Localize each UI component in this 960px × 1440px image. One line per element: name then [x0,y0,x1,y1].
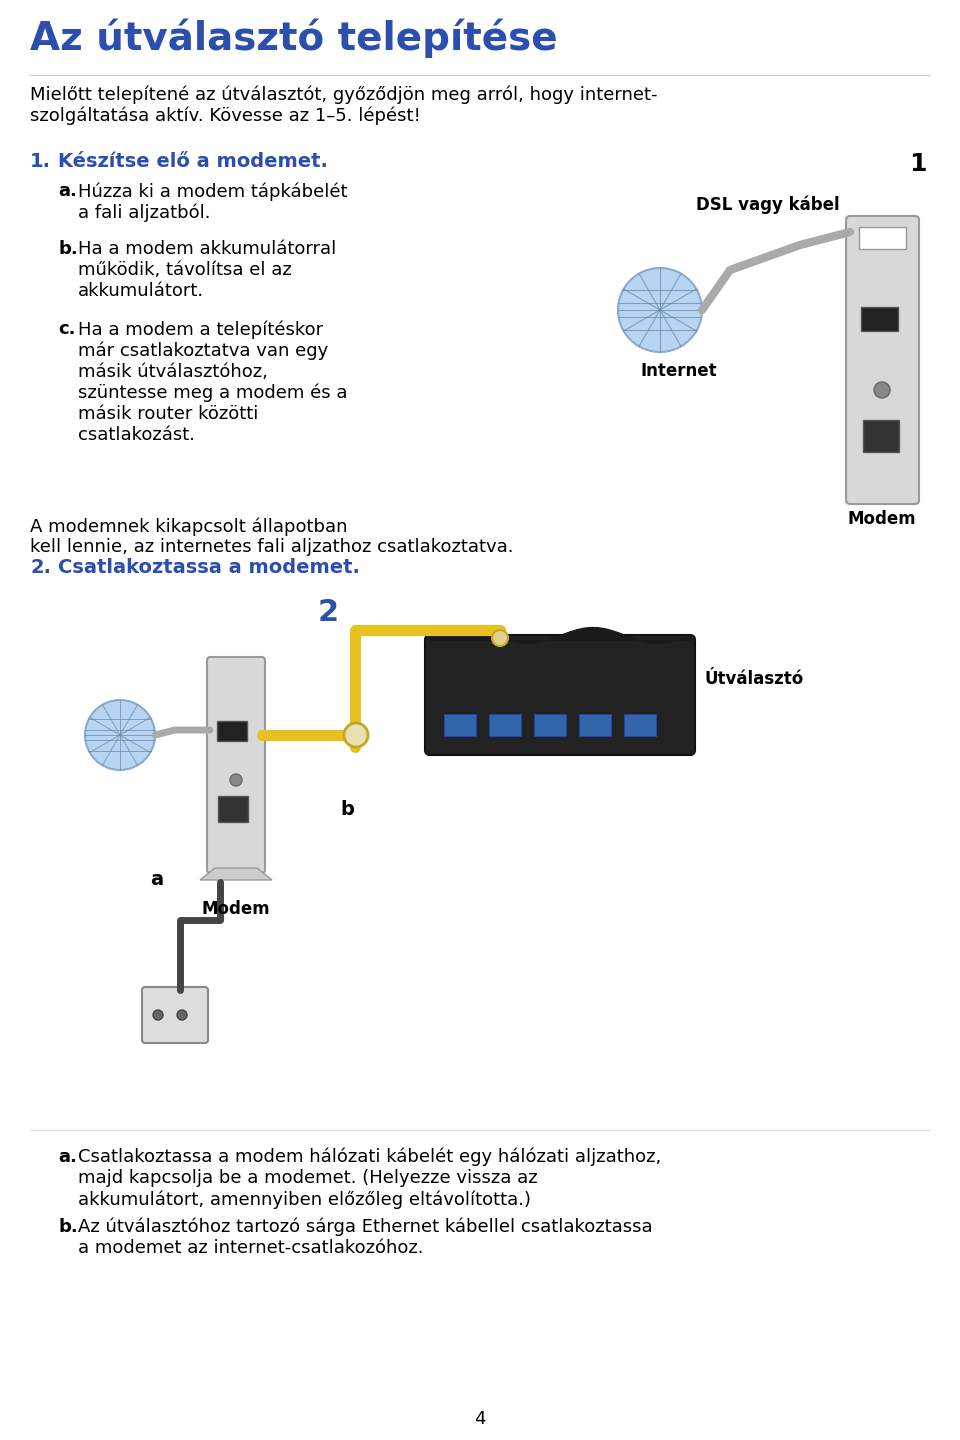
FancyBboxPatch shape [142,986,208,1043]
FancyBboxPatch shape [859,228,906,249]
FancyBboxPatch shape [863,420,899,452]
Text: Ha a modem akkumulátorral
működik, távolítsa el az
akkumulátort.: Ha a modem akkumulátorral működik, távol… [78,240,336,300]
Text: 1.: 1. [30,153,51,171]
FancyBboxPatch shape [579,714,611,736]
Text: Az útválasztóhoz tartozó sárga Ethernet kábellel csatlakoztassa
a modemet az int: Az útválasztóhoz tartozó sárga Ethernet … [78,1218,653,1257]
Text: Útválasztó: Útválasztó [705,670,804,688]
Text: Készítse elő a modemet.: Készítse elő a modemet. [58,153,328,171]
Circle shape [618,268,702,351]
Text: b.: b. [58,240,78,258]
Text: DSL vagy kábel: DSL vagy kábel [696,194,840,213]
Circle shape [230,775,242,786]
Text: c.: c. [58,320,76,338]
FancyBboxPatch shape [425,635,695,755]
Circle shape [344,723,368,747]
FancyBboxPatch shape [444,714,476,736]
Text: a: a [150,870,163,888]
Text: Modem: Modem [202,900,271,919]
FancyBboxPatch shape [489,714,521,736]
Text: Internet: Internet [640,361,716,380]
Text: Csatlakoztassa a modemet.: Csatlakoztassa a modemet. [58,559,360,577]
Text: 2: 2 [318,598,339,626]
Circle shape [492,631,508,647]
Text: 1: 1 [909,153,926,176]
FancyBboxPatch shape [207,657,265,873]
Text: Húzza ki a modem tápkábelét
a fali aljzatból.: Húzza ki a modem tápkábelét a fali aljza… [78,181,348,222]
Text: Ha a modem a telepítéskor
már csatlakoztatva van egy
másik útválasztóhoz,
szünte: Ha a modem a telepítéskor már csatlakozt… [78,320,348,444]
Text: 2.: 2. [30,559,51,577]
Circle shape [153,1009,163,1020]
Text: Mielőtt telepítené az útválasztót, győződjön meg arról, hogy internet-
szolgálta: Mielőtt telepítené az útválasztót, győző… [30,85,658,125]
FancyBboxPatch shape [861,307,898,331]
FancyBboxPatch shape [846,216,919,504]
Text: a.: a. [58,1148,77,1166]
FancyBboxPatch shape [217,721,247,742]
Text: 4: 4 [474,1410,486,1428]
FancyBboxPatch shape [534,714,566,736]
Text: Csatlakoztassa a modem hálózati kábelét egy hálózati aljzathoz,
majd kapcsolja b: Csatlakoztassa a modem hálózati kábelét … [78,1148,661,1208]
Text: A modemnek kikapcsolt állapotban
kell lennie, az internetes fali aljzathoz csatl: A modemnek kikapcsolt állapotban kell le… [30,517,514,556]
FancyBboxPatch shape [624,714,656,736]
Circle shape [874,382,890,397]
Text: a.: a. [58,181,77,200]
Text: Az útválasztó telepítése: Az útválasztó telepítése [30,19,558,58]
Text: b: b [340,801,354,819]
Text: Modem: Modem [848,510,916,528]
Circle shape [177,1009,187,1020]
FancyBboxPatch shape [218,796,248,822]
Polygon shape [200,868,272,880]
Circle shape [85,700,155,770]
Text: b.: b. [58,1218,78,1236]
